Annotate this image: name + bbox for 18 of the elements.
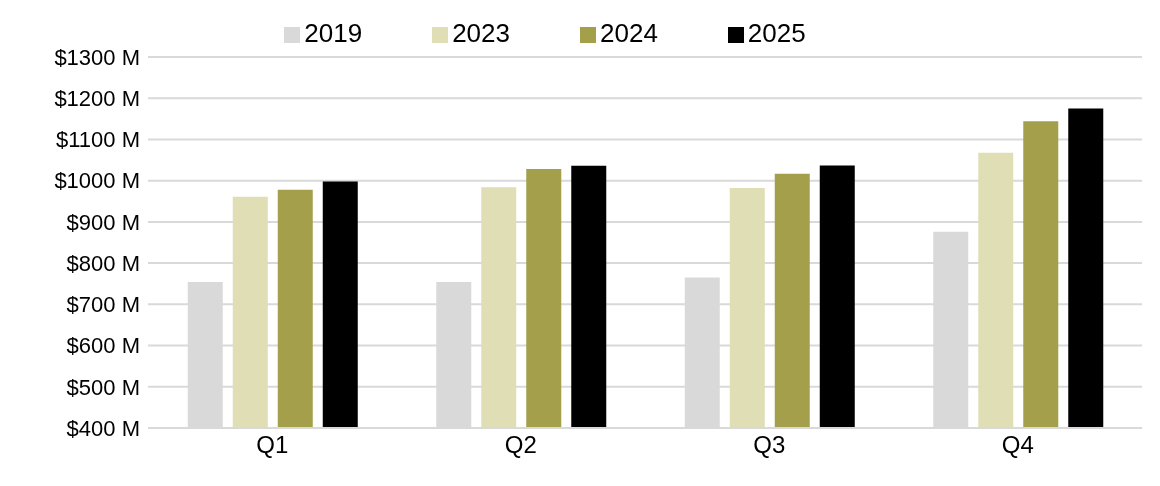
y-tick-label: $400 M bbox=[66, 415, 140, 441]
y-tick-label: $1200 M bbox=[54, 86, 140, 112]
y-tick-label: $900 M bbox=[66, 209, 140, 235]
x-tick-label: Q3 bbox=[753, 431, 786, 459]
x-tick-label: Q2 bbox=[504, 431, 537, 459]
x-tick-label: Q1 bbox=[256, 431, 289, 459]
x-tick-label: Q4 bbox=[1001, 431, 1034, 459]
legend-label: 2024 bbox=[600, 18, 658, 48]
legend-label: 2025 bbox=[747, 18, 806, 48]
legend-label: 2023 bbox=[452, 18, 510, 48]
y-tick-label: $800 M bbox=[66, 250, 140, 276]
y-tick-label: $700 M bbox=[66, 292, 140, 318]
y-tick-label: $1300 M bbox=[54, 44, 140, 70]
y-tick-label: $1000 M bbox=[54, 168, 140, 194]
y-tick-label: $500 M bbox=[66, 374, 140, 400]
y-tick-label: $600 M bbox=[66, 333, 140, 359]
y-tick-label: $1100 M bbox=[56, 127, 140, 153]
legend-label: 2019 bbox=[304, 18, 363, 48]
